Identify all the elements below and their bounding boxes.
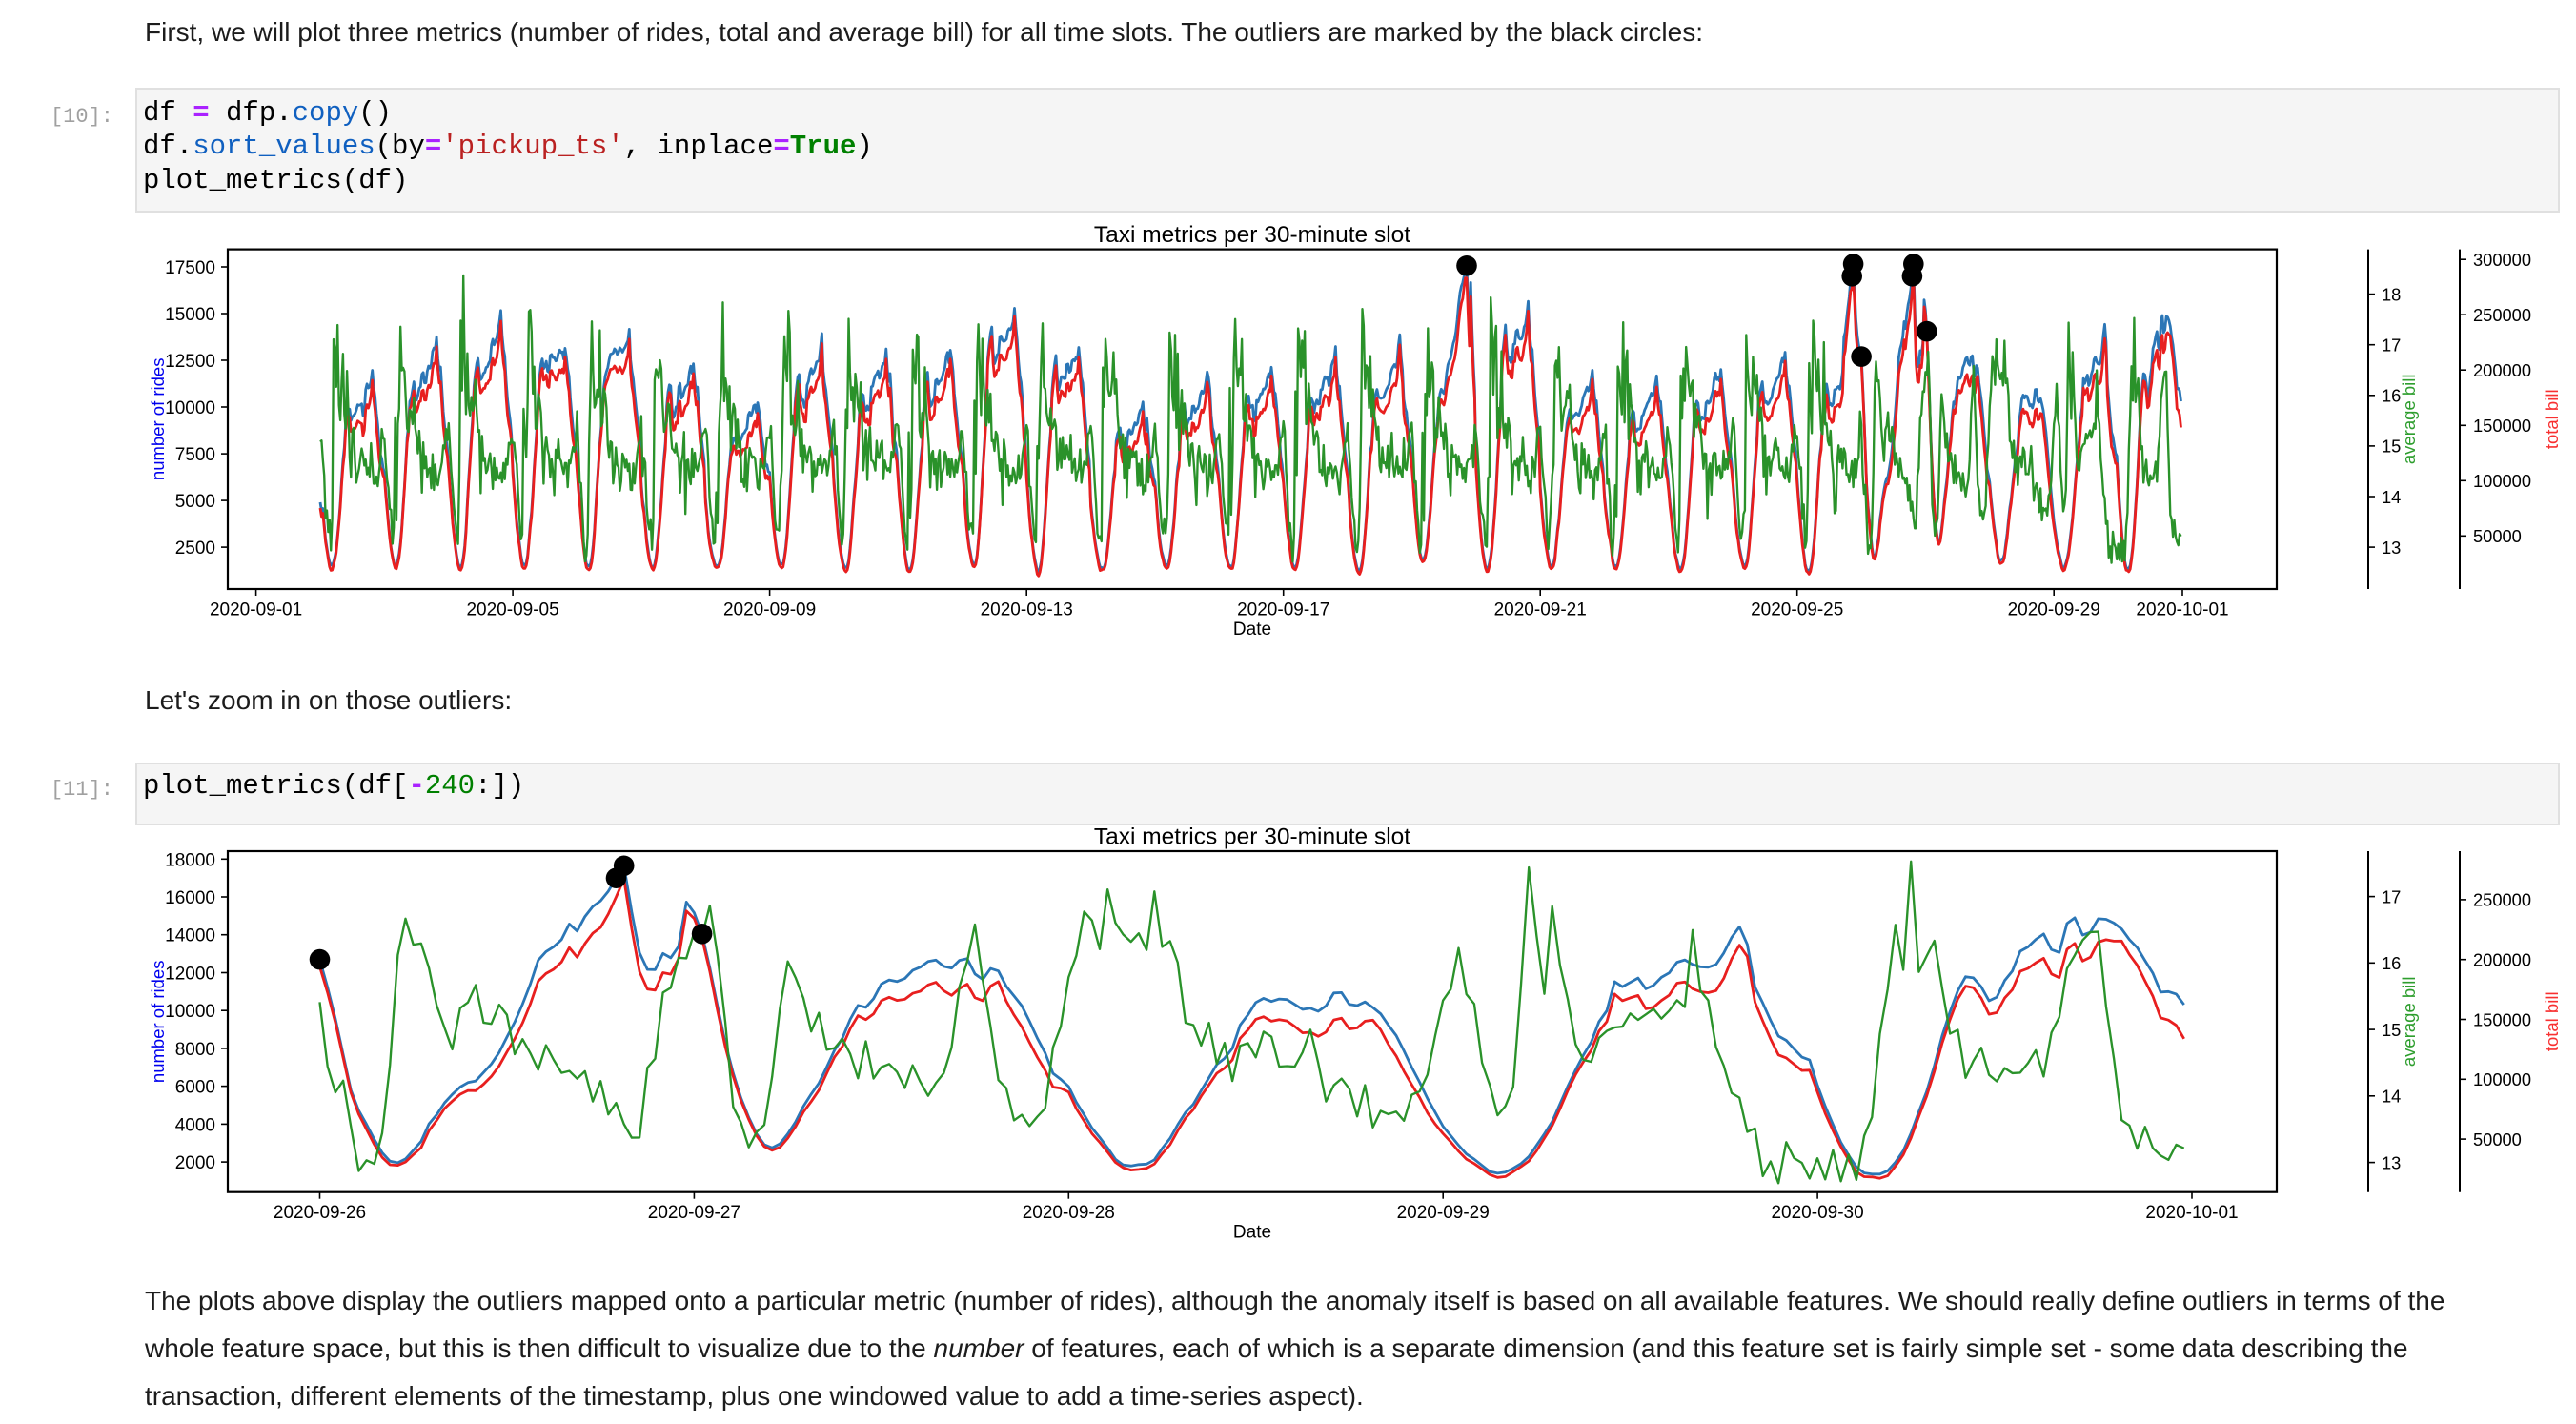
svg-text:14: 14 <box>2382 1087 2401 1107</box>
svg-text:total bill: total bill <box>2542 389 2562 449</box>
svg-text:13: 13 <box>2382 1152 2401 1172</box>
svg-text:15: 15 <box>2382 1020 2401 1040</box>
svg-text:5000: 5000 <box>175 492 215 512</box>
svg-text:100000: 100000 <box>2473 1069 2531 1089</box>
svg-text:16000: 16000 <box>165 888 215 908</box>
svg-text:average bill: average bill <box>2399 976 2419 1067</box>
svg-text:2020-09-21: 2020-09-21 <box>1494 600 1587 620</box>
svg-text:7500: 7500 <box>175 445 215 465</box>
svg-text:2500: 2500 <box>175 539 215 559</box>
svg-text:2020-09-01: 2020-09-01 <box>210 600 302 620</box>
svg-text:100000: 100000 <box>2473 471 2531 491</box>
svg-text:16: 16 <box>2382 386 2401 406</box>
svg-text:total bill: total bill <box>2542 991 2562 1051</box>
svg-text:16: 16 <box>2382 953 2401 973</box>
svg-text:number of rides: number of rides <box>148 358 168 481</box>
svg-text:8000: 8000 <box>175 1040 215 1060</box>
svg-text:2020-09-29: 2020-09-29 <box>1397 1203 1490 1223</box>
svg-text:17: 17 <box>2382 886 2401 906</box>
svg-text:10000: 10000 <box>165 398 215 418</box>
svg-text:average bill: average bill <box>2399 374 2419 464</box>
svg-text:250000: 250000 <box>2473 305 2531 325</box>
svg-text:6000: 6000 <box>175 1078 215 1098</box>
svg-text:12500: 12500 <box>165 352 215 372</box>
svg-text:15: 15 <box>2382 437 2401 457</box>
svg-text:12000: 12000 <box>165 965 215 985</box>
svg-text:50000: 50000 <box>2473 526 2522 546</box>
svg-text:2020-09-05: 2020-09-05 <box>466 600 558 620</box>
svg-text:2020-09-29: 2020-09-29 <box>2008 600 2100 620</box>
svg-text:2020-10-01: 2020-10-01 <box>2136 600 2228 620</box>
svg-text:2020-09-13: 2020-09-13 <box>981 600 1073 620</box>
svg-text:200000: 200000 <box>2473 950 2531 970</box>
svg-text:150000: 150000 <box>2473 1009 2531 1029</box>
svg-text:18: 18 <box>2382 284 2401 304</box>
svg-text:2000: 2000 <box>175 1153 215 1173</box>
svg-text:14000: 14000 <box>165 926 215 946</box>
svg-text:2020-09-28: 2020-09-28 <box>1023 1203 1115 1223</box>
svg-text:14: 14 <box>2382 487 2401 507</box>
svg-text:15000: 15000 <box>165 305 215 325</box>
svg-text:Date: Date <box>1233 620 1271 640</box>
svg-text:13: 13 <box>2382 538 2401 558</box>
svg-text:2020-09-27: 2020-09-27 <box>648 1203 740 1223</box>
svg-text:Date: Date <box>1233 1223 1271 1243</box>
svg-text:Taxi metrics per 30-minute slo: Taxi metrics per 30-minute slot <box>1094 824 1410 850</box>
svg-text:2020-09-26: 2020-09-26 <box>274 1203 366 1223</box>
svg-text:10000: 10000 <box>165 1002 215 1022</box>
svg-text:4000: 4000 <box>175 1115 215 1135</box>
svg-text:2020-09-30: 2020-09-30 <box>1771 1203 1863 1223</box>
svg-text:number of rides: number of rides <box>148 961 168 1084</box>
svg-text:2020-09-09: 2020-09-09 <box>723 600 816 620</box>
svg-text:2020-09-25: 2020-09-25 <box>1751 600 1843 620</box>
svg-text:300000: 300000 <box>2473 250 2531 270</box>
svg-text:17: 17 <box>2382 336 2401 356</box>
svg-text:2020-09-17: 2020-09-17 <box>1237 600 1329 620</box>
svg-text:50000: 50000 <box>2473 1129 2522 1149</box>
svg-text:150000: 150000 <box>2473 416 2531 436</box>
svg-text:17500: 17500 <box>165 258 215 278</box>
svg-text:2020-10-01: 2020-10-01 <box>2145 1203 2238 1223</box>
svg-text:200000: 200000 <box>2473 360 2531 380</box>
svg-text:18000: 18000 <box>165 850 215 870</box>
svg-text:250000: 250000 <box>2473 890 2531 910</box>
svg-text:Taxi metrics per 30-minute slo: Taxi metrics per 30-minute slot <box>1094 222 1410 248</box>
